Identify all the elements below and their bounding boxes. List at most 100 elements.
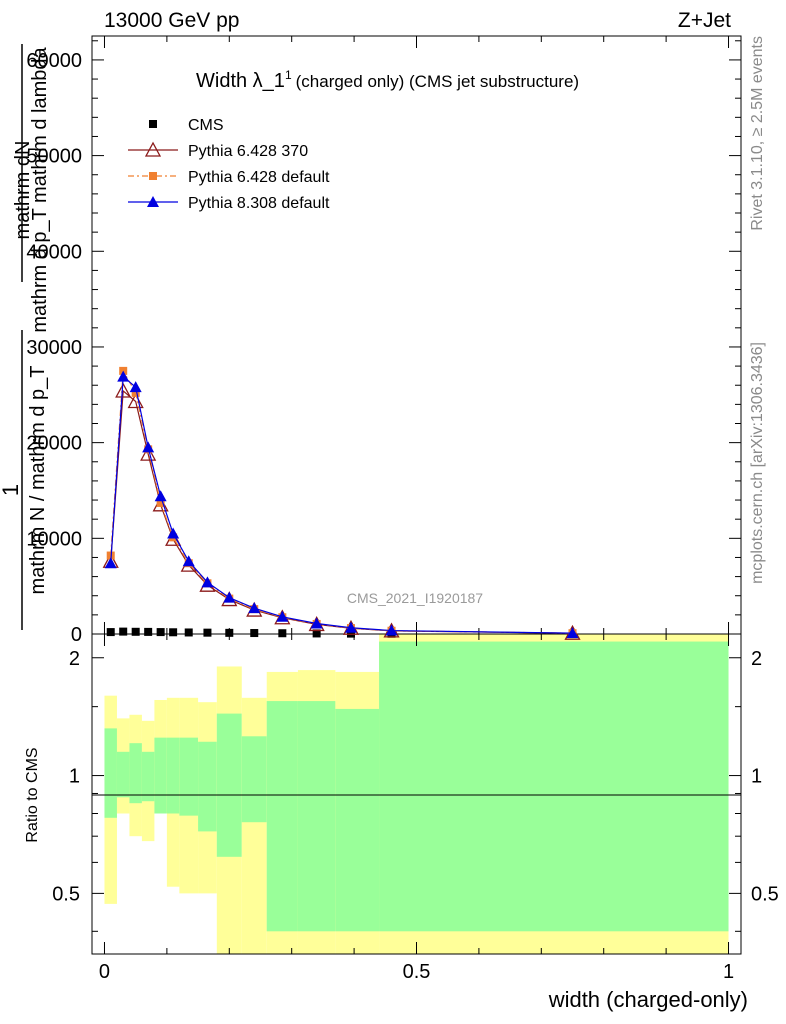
ylabel-mathrm-dN: mathrm dN — [12, 141, 34, 240]
data-point — [154, 490, 167, 502]
ratio-band-green — [116, 751, 130, 798]
data-point — [119, 627, 128, 636]
plot-title-sup: 1 — [285, 68, 292, 82]
data-point — [129, 381, 142, 393]
legend-marker — [147, 196, 159, 207]
ratio-bands — [104, 634, 729, 954]
ratio-y-axis: 0.5 0.5 1 1 2 2 — [52, 648, 779, 932]
data-point — [131, 627, 140, 636]
ratio-band-green — [379, 641, 417, 932]
data-point — [115, 382, 132, 398]
series-2 — [106, 366, 577, 638]
series-line — [110, 368, 573, 634]
series-layer — [102, 366, 581, 640]
ratio-band-green — [129, 743, 142, 804]
plot-title-main: Width λ_1 — [196, 70, 285, 92]
data-point — [223, 591, 236, 603]
x-axis-label: width (charged-only) — [548, 987, 748, 1012]
legend-marker — [144, 141, 162, 157]
data-point — [276, 610, 289, 622]
header-left-label: 13000 GeV pp — [104, 9, 239, 32]
data-point — [203, 628, 212, 637]
ratio-band-green — [141, 751, 155, 802]
y-tick-label: 20000 — [26, 433, 82, 455]
ratio-tick-label: 0.5 — [52, 883, 80, 905]
x-tick-label: 0 — [99, 961, 110, 983]
header-right-label: Z+Jet — [678, 9, 731, 32]
data-point — [248, 602, 261, 614]
data-point — [106, 628, 115, 637]
legend-label: Pythia 6.428 default — [188, 169, 330, 186]
data-point — [201, 576, 214, 588]
data-point — [385, 624, 398, 636]
ratio-tick-label-right: 1 — [751, 766, 762, 788]
data-point — [156, 628, 165, 637]
data-point — [184, 628, 193, 637]
side-label-mcplots: mcplots.cern.ch [arXiv:1306.3436] — [749, 342, 766, 584]
data-point — [278, 629, 287, 638]
x-tick-label: 0.5 — [403, 961, 431, 983]
ratio-band-green — [198, 741, 217, 832]
data-point — [566, 627, 579, 639]
series-line — [110, 375, 573, 634]
data-point — [310, 617, 323, 629]
data-point — [156, 498, 165, 507]
legend: CMS Pythia 6.428 370 Pythia 6.428 default P… — [128, 117, 330, 212]
side-label-rivet: Rivet 3.1.10, ≥ 2.5M events — [749, 36, 766, 231]
legend-marker — [149, 120, 157, 128]
ratio-tick-label: 2 — [69, 648, 80, 670]
legend-label: Pythia 6.428 370 — [188, 143, 308, 160]
ratio-y-axis-label: Ratio to CMS — [24, 747, 41, 842]
y-tick-label: 60000 — [26, 50, 82, 72]
legend-label: Pythia 8.308 default — [188, 195, 330, 212]
y-tick-label: 50000 — [26, 146, 82, 168]
plot-title: Width λ_11 (charged only) (CMS jet substr… — [196, 68, 579, 92]
ratio-band-green — [297, 701, 336, 932]
data-point — [117, 370, 130, 382]
series-line — [110, 389, 573, 634]
series-3 — [104, 370, 579, 639]
watermark: CMS_2021_I1920187 — [347, 590, 483, 606]
series-1 — [102, 382, 581, 640]
ratio-band-yellow — [241, 697, 267, 954]
ratio-band-green — [416, 641, 729, 932]
y-tick-label: 30000 — [26, 337, 82, 359]
data-point — [225, 628, 234, 637]
data-point — [312, 629, 321, 638]
data-point — [144, 627, 153, 636]
ratio-band-green — [154, 737, 167, 814]
legend-marker — [149, 172, 157, 180]
data-point — [131, 388, 140, 397]
ratio-tick-label-right: 0.5 — [751, 883, 779, 905]
data-point — [104, 557, 117, 569]
ylabel-numerator-one: 1 — [0, 484, 23, 496]
ratio-band-green — [335, 708, 380, 932]
data-point — [182, 555, 195, 567]
data-point — [127, 393, 144, 409]
ylabel-denominator: mathrm N / mathrm d p_T — [27, 366, 49, 595]
ratio-band-green — [166, 737, 180, 814]
ratio-band-green — [104, 728, 117, 818]
data-point — [167, 527, 180, 539]
main-y-axis: 0 10000 20000 30000 40000 50000 60000 — [26, 40, 741, 646]
ratio-band-green — [216, 713, 242, 857]
ratio-band-green — [266, 701, 298, 932]
data-point — [169, 628, 178, 637]
data-point — [250, 629, 259, 638]
ratio-tick-label: 1 — [69, 766, 80, 788]
data-point — [344, 621, 357, 633]
x-tick-label: 1 — [723, 961, 734, 983]
y-tick-label: 0 — [71, 624, 82, 646]
y-tick-label: 40000 — [26, 241, 82, 263]
legend-label: CMS — [188, 117, 224, 134]
data-point — [140, 445, 157, 461]
plot-title-rest: (charged only) (CMS jet substructure) — [296, 72, 579, 91]
ratio-tick-label-right: 2 — [751, 648, 762, 670]
y-tick-label: 10000 — [26, 528, 82, 550]
ylabel-denominator-top: mathrm d p_T mathrm d lambda — [29, 46, 51, 332]
data-point — [142, 441, 155, 453]
main-y-axis-label: mathrm dN mathrm d p_T mathrm d lambda 1… — [0, 44, 51, 630]
ratio-band-green — [179, 737, 199, 816]
ratio-band-green — [241, 736, 267, 823]
